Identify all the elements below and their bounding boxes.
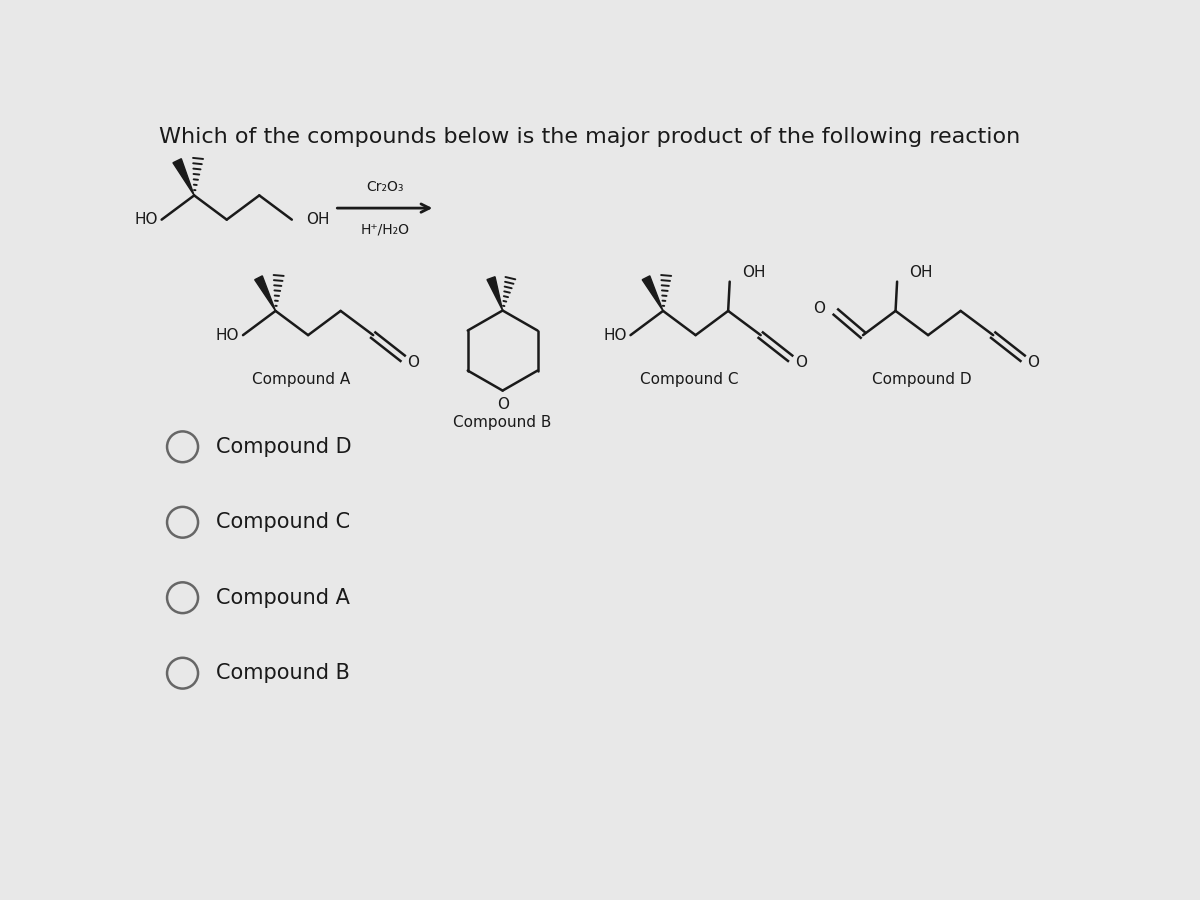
Text: OH: OH <box>306 212 329 227</box>
Text: H⁺/H₂O: H⁺/H₂O <box>360 222 409 237</box>
Text: Compound C: Compound C <box>216 512 350 532</box>
Text: O: O <box>497 397 509 412</box>
Text: Cr₂O₃: Cr₂O₃ <box>366 179 403 194</box>
Text: HO: HO <box>216 328 239 343</box>
Polygon shape <box>254 276 276 310</box>
Text: Compound D: Compound D <box>216 436 352 457</box>
Text: Compound B: Compound B <box>216 663 349 683</box>
Text: O: O <box>1027 355 1039 370</box>
Text: OH: OH <box>910 265 934 280</box>
Text: O: O <box>408 355 420 370</box>
Polygon shape <box>642 276 664 310</box>
Text: Compound D: Compound D <box>871 373 972 387</box>
Polygon shape <box>487 276 503 310</box>
Text: OH: OH <box>742 265 766 280</box>
Text: Compound A: Compound A <box>252 373 350 387</box>
Text: O: O <box>814 301 826 316</box>
Text: Compound A: Compound A <box>216 588 349 608</box>
Text: HO: HO <box>604 328 626 343</box>
Polygon shape <box>173 158 194 195</box>
Text: O: O <box>796 355 808 370</box>
Text: HO: HO <box>134 212 157 227</box>
Text: Which of the compounds below is the major product of the following reaction: Which of the compounds below is the majo… <box>160 127 1020 148</box>
Text: Compound B: Compound B <box>454 416 552 430</box>
Text: Compound C: Compound C <box>640 373 738 387</box>
